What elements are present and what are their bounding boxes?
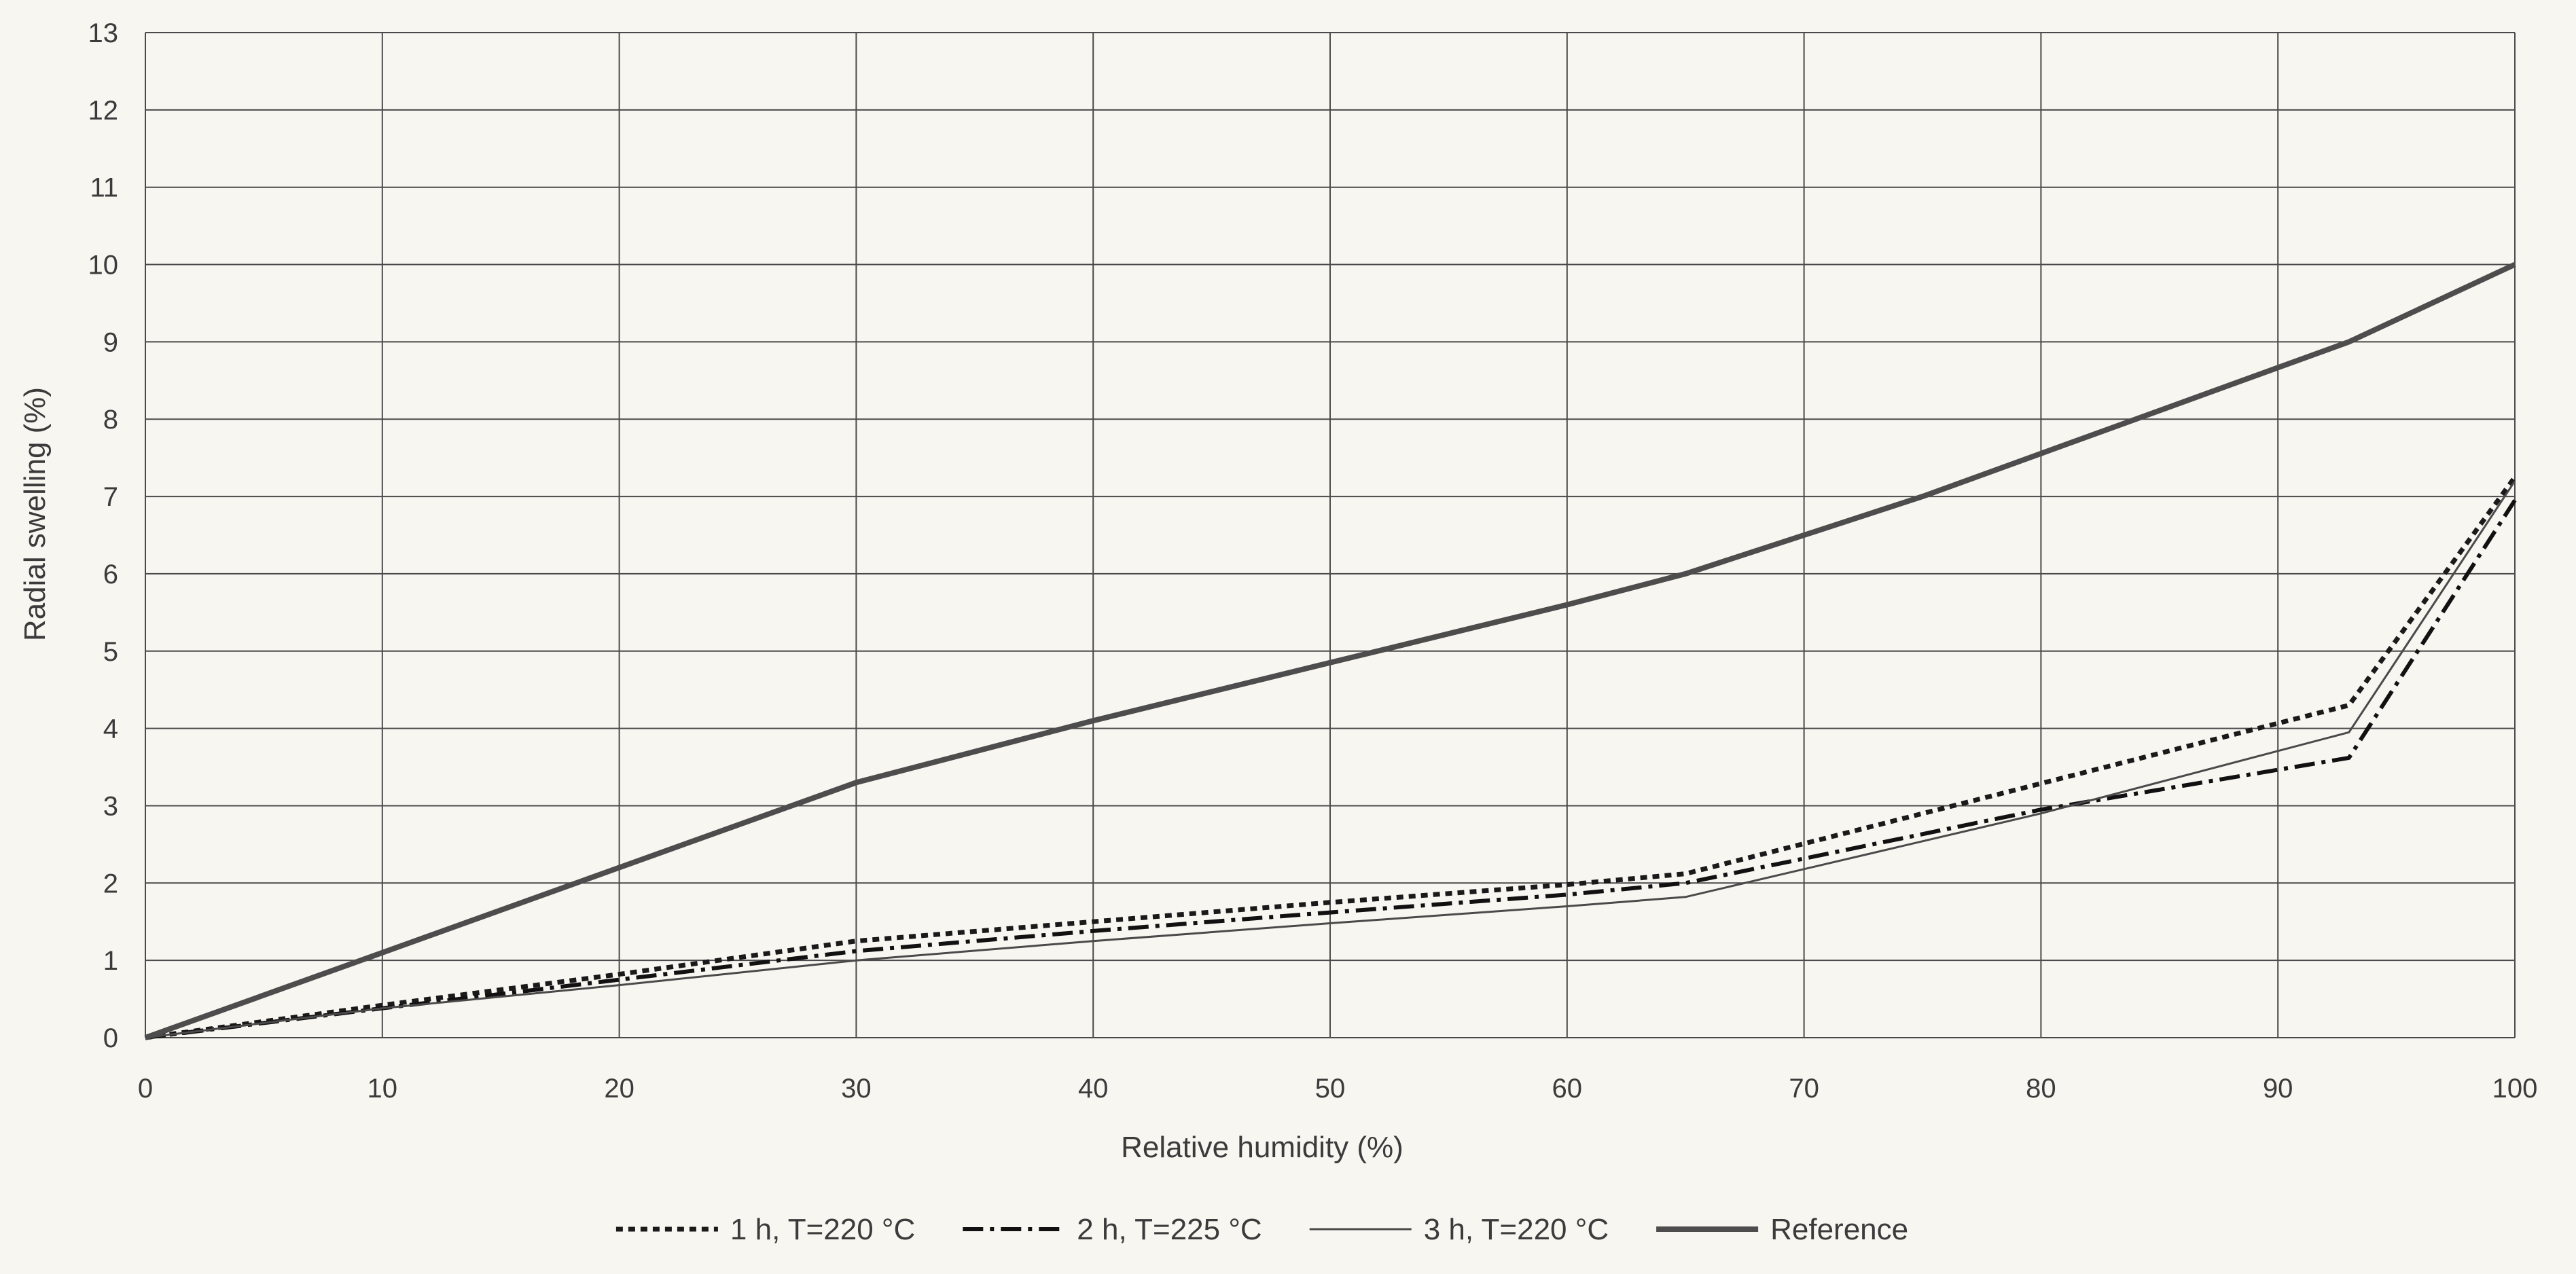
legend-label-3: Reference	[1770, 1213, 1908, 1246]
y-tick-label-5: 5	[103, 637, 118, 667]
y-tick-label-11: 11	[90, 173, 118, 203]
series-line-2	[145, 480, 2516, 1039]
x-axis-title: Relative humidity (%)	[1121, 1131, 1403, 1164]
y-tick-label-6: 6	[103, 560, 118, 589]
x-tick-label-30: 30	[841, 1074, 872, 1104]
series-line-1	[145, 499, 2517, 1040]
x-tick-label-20: 20	[604, 1074, 634, 1104]
legend-label-0: 1 h, T=220 °C	[730, 1213, 915, 1246]
x-tick-label-0: 0	[138, 1074, 153, 1104]
legend-label-1: 2 h, T=225 °C	[1077, 1213, 1262, 1246]
y-tick-label-9: 9	[103, 327, 118, 357]
y-tick-label-10: 10	[88, 251, 119, 280]
y-tick-label-3: 3	[103, 791, 118, 821]
x-tick-label-80: 80	[2026, 1074, 2056, 1104]
y-tick-label-8: 8	[103, 405, 118, 435]
y-tick-label-13: 13	[88, 18, 119, 48]
legend: 1 h, T=220 °C 2 h, T=225 °C 3 h, T=220 °C R…	[615, 1213, 1908, 1246]
x-tick-label-70: 70	[1789, 1074, 1819, 1104]
legend-item-0: 1 h, T=220 °C	[615, 1213, 915, 1246]
x-tick-label-40: 40	[1078, 1074, 1109, 1104]
x-tick-label-90: 90	[2263, 1074, 2293, 1104]
y-tick-label-2: 2	[103, 869, 118, 898]
x-tick-label-50: 50	[1315, 1074, 1346, 1104]
y-tick-label-7: 7	[103, 482, 118, 512]
x-tick-label-100: 100	[2492, 1074, 2538, 1104]
y-tick-label-1: 1	[103, 946, 118, 976]
x-tick-label-10: 10	[368, 1074, 398, 1104]
series-lines	[144, 261, 2517, 1040]
y-tick-label-4: 4	[103, 714, 118, 744]
x-tick-label-60: 60	[1552, 1074, 1583, 1104]
legend-item-2: 3 h, T=220 °C	[1309, 1213, 1609, 1246]
legend-item-3: Reference	[1656, 1213, 1908, 1246]
series-line-3	[144, 261, 2516, 1040]
series-line-0	[145, 475, 2517, 1040]
y-tick-label-12: 12	[88, 96, 119, 126]
legend-label-2: 3 h, T=220 °C	[1424, 1213, 1609, 1246]
y-tick-label-0: 0	[103, 1023, 118, 1053]
grid	[145, 32, 2516, 1038]
y-axis-title: Radial swelling (%)	[18, 387, 52, 641]
legend-item-1: 2 h, T=225 °C	[963, 1213, 1262, 1246]
